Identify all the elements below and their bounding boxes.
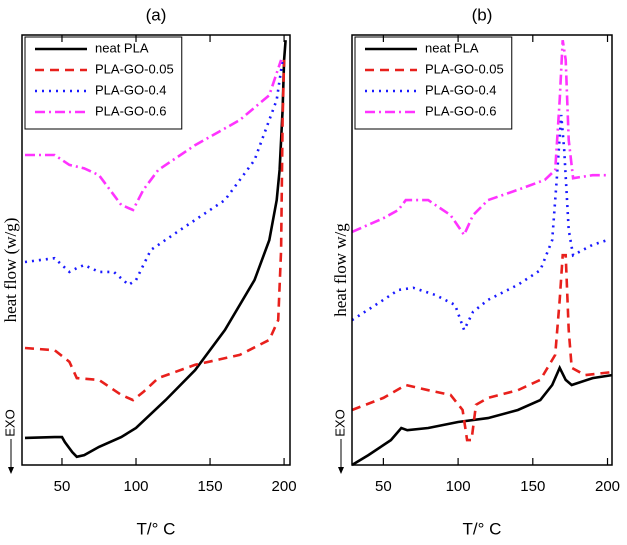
x-axis-label: T/° C (463, 519, 502, 538)
x-tick-label: 200 (272, 478, 297, 495)
x-tick-label: 100 (446, 478, 471, 495)
y-axis-label: heat flow (w/g) (1, 218, 20, 323)
legend-label: PLA-GO-0.4 (425, 82, 497, 97)
legend: neat PLA PLA-GO-0.05 PLA-GO-0.4 PLA-GO-0.6 (24, 36, 183, 130)
x-tick-label: 200 (595, 478, 620, 495)
curve (351, 40, 608, 238)
x-tick-label: 150 (520, 478, 545, 495)
curve (351, 253, 613, 442)
x-axis-label: T/° C (137, 519, 176, 538)
curve (24, 59, 284, 287)
x-tick-label: 50 (375, 478, 392, 495)
curve (351, 364, 613, 467)
legend-label: PLA-GO-0.05 (425, 61, 504, 76)
panel-title: (b) (472, 5, 493, 24)
curve (25, 59, 283, 212)
curve (24, 40, 287, 459)
y-axis-label: heat flow w/g (331, 223, 350, 317)
x-tick-label: 50 (54, 478, 71, 495)
x-tick-label: 150 (198, 478, 223, 495)
exo-label: EXO (2, 409, 17, 436)
legend-label: neat PLA (95, 40, 149, 55)
legend-label: neat PLA (425, 40, 479, 55)
plot-frame (351, 34, 613, 466)
legend-box (354, 36, 513, 130)
panel-title: (a) (146, 5, 167, 24)
x-tick-label: 100 (123, 478, 148, 495)
legend: neat PLA PLA-GO-0.05 PLA-GO-0.4 PLA-GO-0.6 (354, 36, 513, 130)
legend-label: PLA-GO-0.4 (95, 82, 167, 97)
legend-label: PLA-GO-0.6 (425, 103, 497, 118)
exo-label: EXO (332, 409, 347, 436)
legend-label: PLA-GO-0.05 (95, 61, 174, 76)
curve (351, 114, 608, 334)
legend-box (24, 36, 183, 130)
exo-arrowhead (338, 467, 344, 474)
exo-arrowhead (8, 467, 14, 474)
legend-label: PLA-GO-0.6 (95, 103, 167, 118)
curve (24, 59, 286, 402)
plot-frame (21, 34, 291, 466)
